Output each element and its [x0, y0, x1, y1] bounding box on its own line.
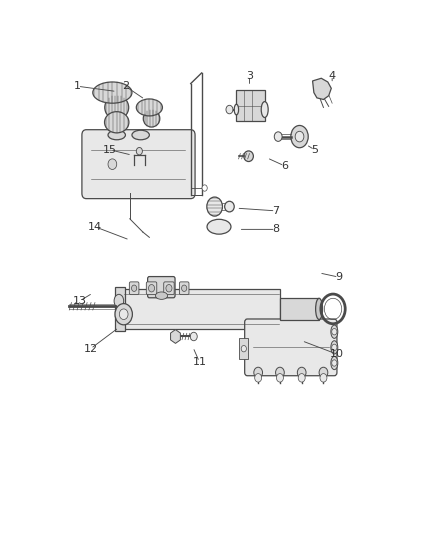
Circle shape [276, 367, 284, 378]
Ellipse shape [234, 104, 239, 115]
Text: 2: 2 [122, 81, 129, 91]
Ellipse shape [143, 110, 160, 127]
Polygon shape [170, 329, 180, 343]
Circle shape [319, 367, 328, 378]
Circle shape [295, 131, 304, 142]
Circle shape [182, 285, 187, 292]
Circle shape [276, 374, 283, 382]
Text: 12: 12 [84, 344, 98, 354]
Ellipse shape [105, 95, 129, 119]
Circle shape [136, 148, 142, 155]
Text: 8: 8 [272, 224, 279, 235]
Ellipse shape [136, 99, 162, 116]
Circle shape [297, 367, 306, 378]
Ellipse shape [225, 201, 234, 212]
Ellipse shape [114, 294, 124, 308]
Ellipse shape [331, 325, 338, 338]
Text: 9: 9 [335, 272, 342, 282]
Circle shape [274, 132, 282, 141]
Ellipse shape [155, 292, 168, 300]
Text: 4: 4 [328, 70, 336, 80]
Text: 3: 3 [246, 70, 253, 80]
Bar [280, 298, 319, 319]
Bar [116, 287, 125, 331]
Text: 11: 11 [192, 357, 206, 367]
Ellipse shape [93, 82, 132, 103]
Circle shape [241, 345, 247, 352]
Ellipse shape [316, 298, 322, 319]
Ellipse shape [331, 357, 338, 369]
Circle shape [298, 374, 305, 382]
Circle shape [202, 185, 207, 191]
FancyBboxPatch shape [164, 282, 174, 295]
Circle shape [190, 332, 197, 341]
Circle shape [332, 344, 337, 351]
FancyBboxPatch shape [129, 282, 139, 295]
Ellipse shape [244, 151, 253, 161]
Circle shape [131, 285, 137, 292]
FancyBboxPatch shape [82, 130, 195, 199]
Ellipse shape [261, 102, 268, 117]
Circle shape [119, 309, 128, 319]
Ellipse shape [291, 125, 308, 148]
Bar [237, 90, 265, 120]
Circle shape [254, 367, 262, 378]
Circle shape [207, 197, 223, 216]
Text: 13: 13 [73, 296, 87, 306]
Circle shape [332, 360, 337, 366]
Polygon shape [313, 78, 331, 100]
Circle shape [148, 285, 155, 292]
Ellipse shape [108, 130, 125, 140]
Ellipse shape [105, 112, 129, 133]
Text: 6: 6 [281, 161, 288, 171]
Bar [240, 338, 248, 359]
Text: 7: 7 [272, 206, 279, 216]
Text: 14: 14 [88, 222, 102, 232]
FancyBboxPatch shape [148, 277, 175, 298]
Ellipse shape [207, 219, 231, 234]
Circle shape [254, 374, 261, 382]
Circle shape [115, 304, 132, 325]
Ellipse shape [331, 341, 338, 354]
Text: 5: 5 [311, 145, 318, 155]
Text: 1: 1 [74, 81, 81, 91]
FancyBboxPatch shape [180, 282, 189, 295]
FancyBboxPatch shape [146, 282, 157, 295]
Circle shape [166, 285, 172, 292]
Circle shape [226, 106, 233, 114]
FancyBboxPatch shape [245, 319, 337, 376]
Circle shape [320, 374, 327, 382]
Ellipse shape [132, 130, 149, 140]
Bar [123, 289, 280, 329]
Text: 10: 10 [329, 349, 343, 359]
Circle shape [332, 328, 337, 335]
Circle shape [108, 159, 117, 169]
Text: 15: 15 [103, 145, 117, 155]
